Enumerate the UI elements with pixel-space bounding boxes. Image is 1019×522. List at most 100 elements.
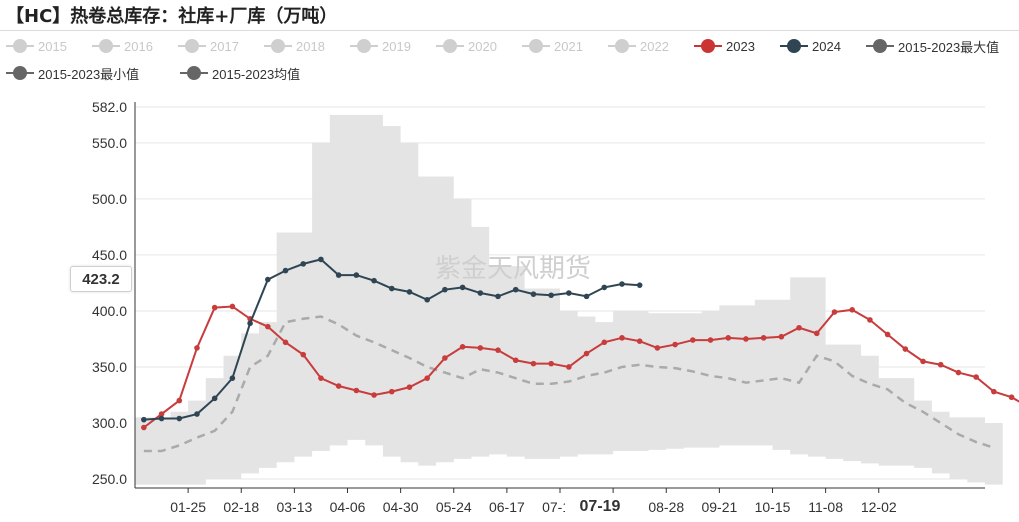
data-point-2023	[743, 336, 749, 342]
data-point-2024	[265, 276, 271, 283]
data-point-2023	[353, 387, 360, 394]
data-point-2024	[158, 415, 165, 422]
data-point-2023	[690, 337, 696, 343]
legend-label: 2017	[210, 38, 239, 54]
data-point-2024	[459, 284, 466, 291]
legend-item-2022[interactable]: 2022	[608, 36, 669, 56]
data-point-2023	[442, 355, 448, 361]
data-point-2023	[548, 360, 554, 367]
data-point-2023	[335, 383, 342, 389]
legend-item-2015-2023均值[interactable]: 2015-2023均值	[180, 63, 300, 83]
data-point-2023	[300, 351, 307, 358]
data-point-2024	[583, 293, 590, 300]
x-tick-label: 08-28	[648, 499, 684, 515]
legend: 2015 2016 2017 2018 2019 2020 2021 2022 2023 2024…	[0, 36, 1019, 90]
x-tick-label: 01-25	[170, 499, 206, 515]
data-point-2024	[601, 284, 608, 291]
legend-item-2019[interactable]: 2019	[350, 36, 411, 56]
title-divider	[0, 30, 1019, 31]
data-point-2024	[512, 286, 519, 293]
data-point-2024	[247, 320, 253, 327]
legend-marker-icon	[178, 39, 206, 53]
series-line-2015-2023均值	[143, 315, 995, 453]
legend-item-2018[interactable]: 2018	[264, 36, 325, 56]
legend-marker-icon	[6, 66, 34, 80]
data-point-2023	[371, 392, 377, 398]
legend-label: 2022	[640, 38, 669, 54]
data-point-2023	[512, 357, 519, 364]
data-point-2023	[672, 341, 678, 348]
y-tick-label: 450.0	[92, 247, 127, 263]
data-point-2023	[176, 397, 183, 404]
y-tick-label: 550.0	[92, 135, 127, 151]
data-point-2023	[760, 335, 767, 341]
chart-title: 【HC】热卷总库存：社库+厂库（万吨）	[6, 6, 338, 27]
data-point-2024	[194, 411, 200, 417]
legend-item-2015-2023最大值[interactable]: 2015-2023最大值	[866, 36, 999, 56]
data-point-2023	[636, 338, 643, 345]
legend-item-2016[interactable]: 2016	[92, 36, 153, 56]
legend-item-2021[interactable]: 2021	[522, 36, 583, 56]
legend-label: 2020	[468, 38, 497, 54]
data-point-2024	[229, 375, 236, 381]
data-point-2023	[583, 350, 590, 357]
legend-label: 2021	[554, 38, 583, 54]
x-tick-label: 02-18	[223, 499, 259, 515]
data-point-2023	[530, 360, 537, 367]
y-tick-label: 250.0	[92, 471, 127, 487]
legend-item-2017[interactable]: 2017	[178, 36, 239, 56]
data-point-2023	[194, 345, 200, 351]
data-point-2023	[211, 304, 218, 311]
legend-marker-icon	[180, 66, 208, 80]
data-point-2023	[141, 424, 147, 431]
data-point-2023	[955, 369, 962, 376]
data-point-2023	[973, 374, 979, 380]
legend-label: 2019	[382, 38, 411, 54]
series-line-2023	[143, 305, 1019, 429]
data-point-2023	[229, 303, 236, 310]
data-point-2024	[282, 267, 289, 274]
data-point-2024	[566, 290, 572, 296]
data-point-2023	[424, 375, 430, 381]
legend-marker-icon	[92, 39, 120, 53]
data-point-2023	[867, 317, 873, 323]
legend-label: 2024	[812, 38, 841, 54]
data-point-2024	[442, 286, 448, 293]
data-point-2023	[902, 346, 909, 352]
data-point-2024	[548, 292, 554, 299]
data-point-2023	[1008, 394, 1015, 401]
legend-item-2023[interactable]: 2023	[694, 36, 755, 56]
data-point-2024	[388, 285, 395, 292]
data-point-2024	[424, 296, 430, 303]
legend-label: 2023	[726, 38, 755, 54]
legend-item-2015-2023最小值[interactable]: 2015-2023最小值	[6, 63, 139, 83]
x-tick-label: 06-17	[489, 499, 525, 515]
data-point-2024	[335, 272, 342, 278]
legend-item-2020[interactable]: 2020	[436, 36, 497, 56]
legend-marker-icon	[608, 39, 636, 53]
x-tick-label: 03-13	[276, 499, 312, 515]
legend-marker-icon	[350, 39, 378, 53]
legend-marker-icon	[780, 39, 808, 53]
data-point-2023	[849, 307, 855, 313]
legend-marker-icon	[436, 39, 464, 53]
legend-item-2015[interactable]: 2015	[6, 36, 67, 56]
data-point-2024	[141, 416, 147, 423]
data-point-2023	[282, 339, 289, 346]
data-point-2024	[176, 415, 183, 422]
x-tick-label: 04-06	[330, 499, 366, 515]
legend-label: 2015-2023最小值	[38, 66, 140, 82]
data-point-2023	[477, 345, 484, 351]
data-point-2024	[300, 261, 307, 267]
data-point-2023	[158, 411, 165, 417]
data-point-2023	[920, 358, 926, 365]
x-axis-pointer-label: 07-19	[565, 495, 635, 519]
legend-label: 2015	[38, 38, 67, 54]
data-point-2023	[459, 344, 466, 350]
x-tick-label: 10-15	[755, 499, 791, 515]
data-point-2023	[937, 361, 944, 368]
max-min-band	[135, 114, 1003, 485]
legend-item-2024[interactable]: 2024	[780, 36, 841, 56]
legend-label: 2018	[296, 38, 325, 54]
legend-marker-icon	[522, 39, 550, 53]
